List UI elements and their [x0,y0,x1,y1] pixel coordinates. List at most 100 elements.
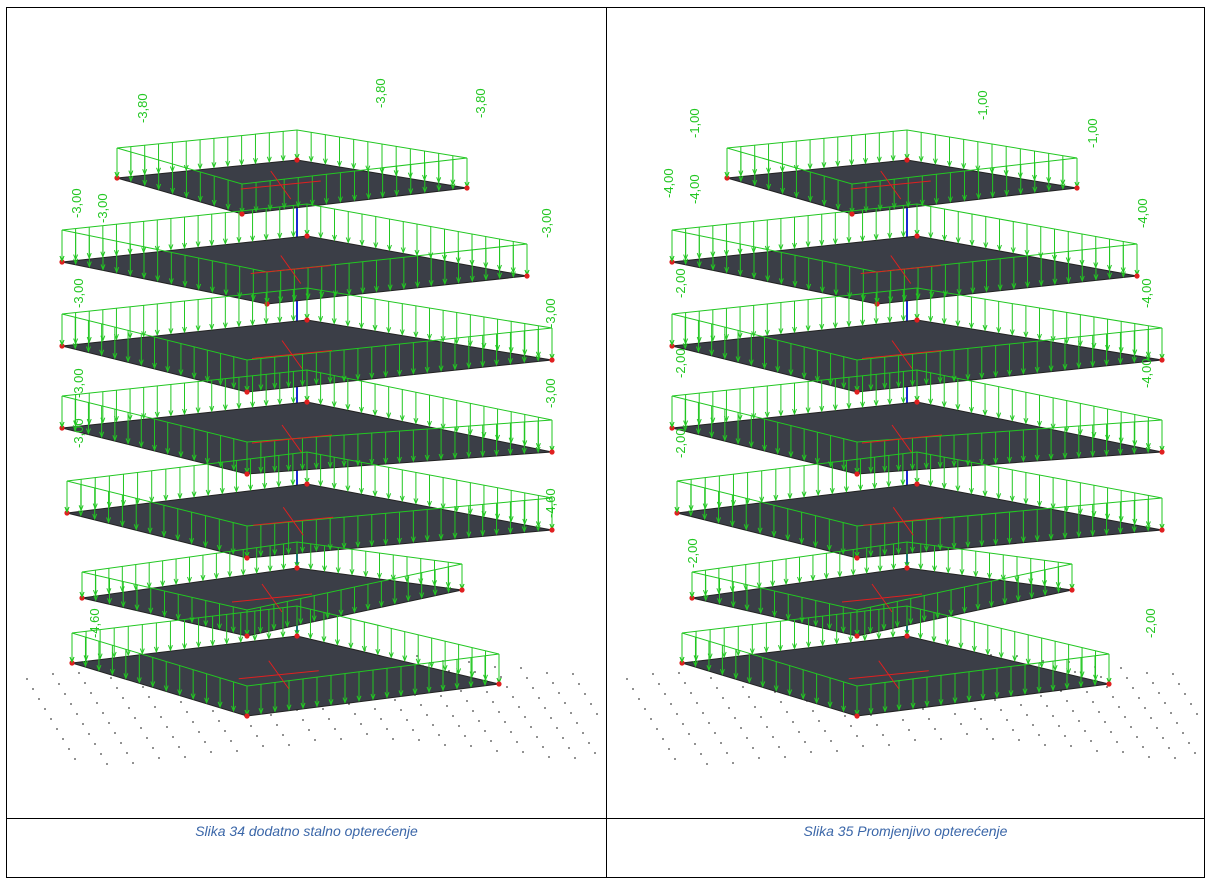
load-arrow-head [521,447,527,455]
grid-dot [276,724,278,726]
grid-dot [668,748,670,750]
load-arrow-head [1107,272,1113,280]
load-arrow-head [947,196,953,203]
grid-dot [784,756,786,758]
grid-dot [674,758,676,760]
grid-dot [1032,724,1034,726]
load-arrow-head [959,569,965,576]
load-arrow-head [366,193,372,200]
grid-dot [1176,722,1178,724]
grid-dot [676,713,678,715]
load-arrow-head [1000,574,1006,582]
grid-dot [524,716,526,718]
load-arrow-head [466,451,472,459]
load-arrow-head [358,406,364,414]
grid-dot [472,710,474,712]
grid-dot [1184,693,1186,695]
load-value-label: -4,00 [1139,278,1154,308]
load-arrow-head [968,488,974,495]
grid-dot [1018,739,1020,741]
load-arrow-head [128,175,134,183]
load-arrow-head [807,195,813,203]
grid-dot [96,702,98,704]
load-arrow-head [327,377,333,384]
load-arrow-head [695,346,701,353]
load-arrow-head [258,550,264,558]
load-arrow-head [1104,449,1110,457]
load-arrow-head [299,546,305,554]
load-arrow-head [968,322,974,330]
node-point [304,317,310,323]
node-point [464,185,470,191]
grid-dot [386,728,388,730]
load-arrow-head [982,490,988,498]
grid-dot [32,688,34,690]
node-point [459,587,465,593]
grid-dot [1146,672,1148,674]
load-value-label: -1,00 [975,90,990,120]
node-point [914,233,920,239]
load-arrow-head [819,286,825,294]
floor-slab-1 [114,129,470,217]
load-arrow-head [386,412,392,420]
load-arrow-head [204,457,210,465]
grid-dot [1116,741,1118,743]
grid-dot [732,762,734,764]
load-arrow-head [414,249,420,257]
grid-dot [186,711,188,713]
load-arrow-head [72,425,78,432]
grid-dot [650,718,652,720]
load-arrow-head [843,486,849,493]
grid-dot [1142,746,1144,748]
load-arrow-head [955,485,961,493]
grid-dot [1138,697,1140,699]
load-arrow-head [821,162,827,169]
load-arrow-head [378,601,384,608]
load-arrow-head [896,464,902,472]
load-arrow-head [150,681,156,688]
load-arrow-head [846,237,852,244]
load-arrow-head [918,156,924,163]
grid-dot [302,719,304,721]
load-arrow-head [763,646,769,654]
beam-line [270,170,292,200]
load-arrow-head [944,639,950,646]
grid-dot [804,741,806,743]
grid-dot [544,707,546,709]
load-arrow-head [1050,503,1056,510]
grid-dot [766,726,768,728]
load-arrow-head [358,488,364,495]
load-arrow-head [83,655,89,662]
load-arrow-head [466,531,472,538]
load-arrow-head [801,372,807,380]
load-arrow-head [1066,277,1072,284]
load-arrow-head [217,701,223,709]
load-arrow-head [231,382,237,390]
load-arrow-head [225,160,231,168]
load-arrow-head [345,320,351,328]
load-arrow-head [716,501,722,509]
load-arrow-head [148,607,154,615]
load-arrow-head [1052,278,1058,286]
grid-dot [458,725,460,727]
load-arrow-head [910,702,916,710]
slab-surface [71,635,500,717]
load-arrow-head [1015,595,1021,602]
load-arrow-head [717,598,722,605]
load-arrow-head [785,613,791,621]
grid-dot [570,712,572,714]
grid-dot [830,740,832,742]
load-arrow-head [932,158,938,166]
load-arrow-head [419,592,425,599]
load-arrow-head [349,569,355,576]
grid-dot [178,746,180,748]
grid-dot [154,706,156,708]
grid-dot [490,740,492,742]
load-arrow-head [918,563,924,571]
load-arrow-head [92,513,98,521]
load-arrow-head [1145,355,1151,362]
load-arrow-head [182,643,187,650]
grid-dot [960,723,962,725]
load-arrow-head [979,372,985,380]
load-arrow-head [1020,536,1026,544]
